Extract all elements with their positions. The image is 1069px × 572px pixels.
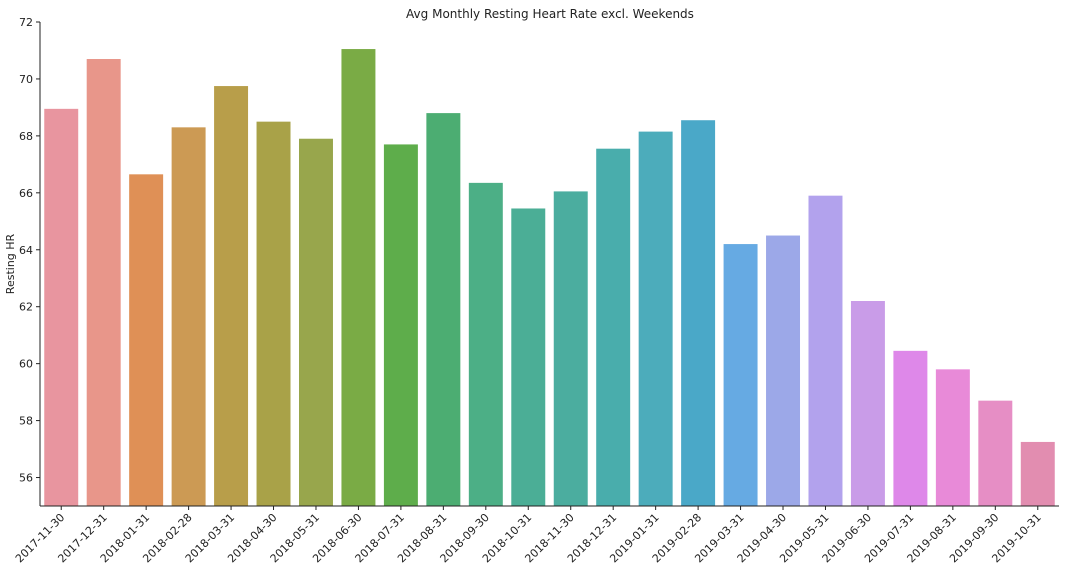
bars-group	[44, 49, 1055, 507]
bar-2019-05-31	[808, 195, 843, 507]
y-tick-label: 58	[19, 415, 33, 428]
bar-2019-10-31	[1020, 441, 1055, 506]
bar-2019-07-31	[893, 350, 928, 506]
bar-2019-08-31	[935, 369, 970, 506]
bar-2018-09-30	[468, 182, 503, 507]
y-tick-label: 60	[19, 358, 33, 371]
y-tick-label: 66	[19, 187, 33, 200]
bar-2019-03-31	[723, 244, 758, 506]
bar-2018-01-31	[129, 174, 164, 506]
y-tick-label: 62	[19, 301, 33, 314]
x-axis: 2017-11-302017-12-312018-01-312018-02-28…	[13, 505, 1059, 565]
y-tick-label: 72	[19, 16, 33, 29]
y-axis: 56 58 60 62 64 66 68 70 72	[19, 16, 41, 506]
bar-2018-04-30	[256, 121, 291, 507]
y-tick-label: 68	[19, 130, 33, 143]
bar-2019-01-31	[638, 131, 673, 507]
bar-2017-11-30	[44, 108, 79, 506]
bar-2018-11-30	[553, 191, 588, 506]
bar-2017-12-31	[86, 59, 121, 506]
bar-2019-06-30	[850, 301, 885, 506]
y-axis-label: Resting HR	[4, 233, 17, 294]
bar-2018-10-31	[511, 208, 546, 507]
bar-2018-07-31	[383, 144, 418, 507]
bar-2018-02-28	[171, 127, 206, 506]
bar-2019-09-30	[978, 400, 1013, 506]
y-tick-label: 56	[19, 472, 33, 485]
chart-title: Avg Monthly Resting Heart Rate excl. Wee…	[406, 7, 694, 21]
y-tick-label: 70	[19, 73, 33, 86]
y-tick-label: 64	[19, 244, 33, 257]
bar-2019-02-28	[681, 120, 716, 506]
bar-2018-12-31	[596, 148, 631, 506]
bar-2018-05-31	[299, 138, 333, 507]
bar-2018-06-30	[341, 49, 376, 507]
bar-2019-04-30	[766, 235, 801, 506]
bar-2018-03-31	[214, 86, 249, 506]
bar-2018-08-31	[426, 113, 461, 507]
